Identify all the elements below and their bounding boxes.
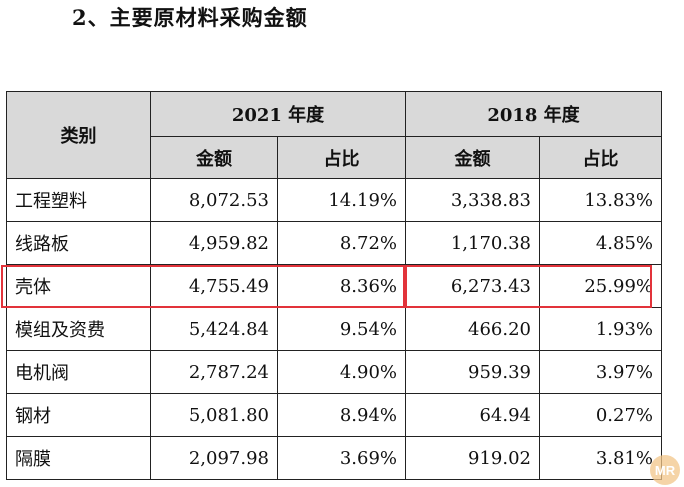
material-name-cell: 模组及资费 xyxy=(6,307,151,351)
share-2018-cell: 3.97% xyxy=(539,350,662,394)
material-name-cell: 钢材 xyxy=(6,393,151,437)
share-2018-cell: 3.81% xyxy=(539,436,662,480)
purchase-table: 类别 2021 年度 2018 年度 金额 占比 金额 占比 工程塑料 8,072… xyxy=(6,91,662,480)
mr-badge-icon: MR xyxy=(650,455,680,485)
amount-2021-cell: 2,097.98 xyxy=(150,436,278,480)
amount-2021-cell: 8,072.53 xyxy=(150,178,278,222)
material-name-cell: 线路板 xyxy=(6,221,151,265)
share-header-2021: 占比 xyxy=(277,136,406,179)
amount-2018-cell: 1,170.38 xyxy=(405,221,540,265)
amount-header-2018: 金额 xyxy=(405,136,540,179)
amount-2018-cell: 6,273.43 xyxy=(405,264,540,308)
header-row-periods: 类别 2021 年度 2018 年度 xyxy=(6,91,662,179)
amount-2018-cell: 919.02 xyxy=(405,436,540,480)
amount-2021-cell: 5,424.84 xyxy=(150,307,278,351)
share-2021-cell: 14.19% xyxy=(277,178,406,222)
amount-2021-cell: 2,787.24 xyxy=(150,350,278,394)
period-header-2021: 2021 年度 xyxy=(150,91,406,137)
section-heading: 2、主要原材料采购金额 xyxy=(72,5,308,30)
share-2018-cell: 25.99% xyxy=(539,264,662,308)
share-2021-cell: 8.94% xyxy=(277,393,406,437)
header-row-metrics: 金额 占比 金额 占比 xyxy=(7,136,662,179)
material-name-cell: 电机阀 xyxy=(6,350,151,394)
share-header-2018: 占比 xyxy=(539,136,662,179)
period-header-2018: 2018 年度 xyxy=(405,91,662,137)
share-2018-cell: 13.83% xyxy=(539,178,662,222)
amount-2018-cell: 959.39 xyxy=(405,350,540,394)
watermark-text: MR xyxy=(655,463,676,478)
share-2018-cell: 4.85% xyxy=(539,221,662,265)
amount-header-2021: 金额 xyxy=(150,136,278,179)
amount-2018-cell: 3,338.83 xyxy=(405,178,540,222)
share-2021-cell: 3.69% xyxy=(277,436,406,480)
table-row: 线路板 4,959.82 8.72% 1,170.38 4.85% xyxy=(6,221,662,265)
table-row: 电机阀 2,787.24 4.90% 959.39 3.97% xyxy=(6,350,662,394)
share-2021-cell: 9.54% xyxy=(277,307,406,351)
amount-2021-cell: 5,081.80 xyxy=(150,393,278,437)
material-name-cell: 壳体 xyxy=(6,264,151,308)
table-row: 工程塑料 8,072.53 14.19% 3,338.83 13.83% xyxy=(6,178,662,222)
amount-2018-cell: 466.20 xyxy=(405,307,540,351)
table-row: 隔膜 2,097.98 3.69% 919.02 3.81% xyxy=(6,436,662,480)
share-2018-cell: 0.27% xyxy=(539,393,662,437)
table-row: 模组及资费 5,424.84 9.54% 466.20 1.93% xyxy=(6,307,662,351)
table-row: 钢材 5,081.80 8.94% 64.94 0.27% xyxy=(6,393,662,437)
share-2018-cell: 1.93% xyxy=(539,307,662,351)
table-row: 壳体 4,755.49 8.36% 6,273.43 25.99% xyxy=(6,264,662,308)
share-2021-cell: 8.72% xyxy=(277,221,406,265)
table-body: 工程塑料 8,072.53 14.19% 3,338.83 13.83% 线路板 4,959… xyxy=(6,178,662,480)
amount-2018-cell: 64.94 xyxy=(405,393,540,437)
category-header: 类别 xyxy=(6,91,151,179)
share-2021-cell: 8.36% xyxy=(277,264,406,308)
material-name-cell: 工程塑料 xyxy=(6,178,151,222)
amount-2021-cell: 4,755.49 xyxy=(150,264,278,308)
material-name-cell: 隔膜 xyxy=(6,436,151,480)
amount-2021-cell: 4,959.82 xyxy=(150,221,278,265)
share-2021-cell: 4.90% xyxy=(277,350,406,394)
